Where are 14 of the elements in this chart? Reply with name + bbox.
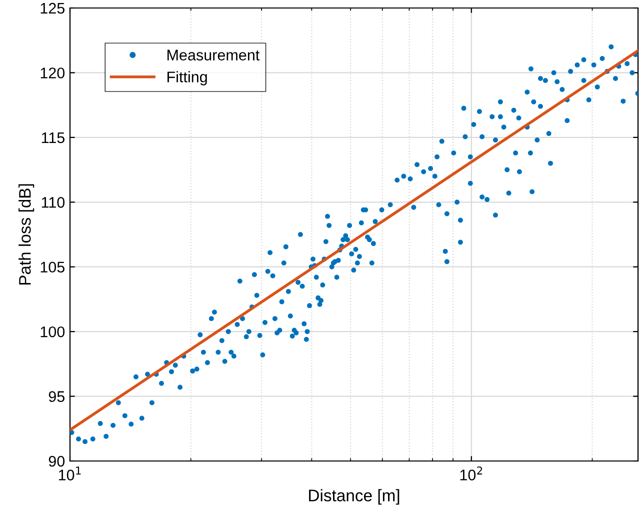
legend-label: Fitting — [168, 71, 207, 86]
y-tick-label: 90 — [48, 456, 65, 467]
legend-label: Measurement — [168, 50, 260, 60]
x-tick-label: 10$^{1}$ — [58, 466, 81, 480]
y-tick-label: 95 — [48, 391, 64, 402]
y-tick-label: 105 — [40, 262, 64, 273]
y-axis-title: Path loss [dB] — [18, 184, 34, 285]
y-tick-label: 115 — [42, 132, 64, 144]
y-tick-label: 100 — [40, 326, 65, 338]
y-tick-label: 125 — [40, 2, 64, 14]
x-axis-title: Distance [m] — [309, 489, 400, 505]
y-tick-label: 120 — [40, 68, 65, 78]
y-tick-label: 110 — [42, 197, 65, 208]
x-tick-label: 10$^{2}$ — [460, 466, 482, 480]
